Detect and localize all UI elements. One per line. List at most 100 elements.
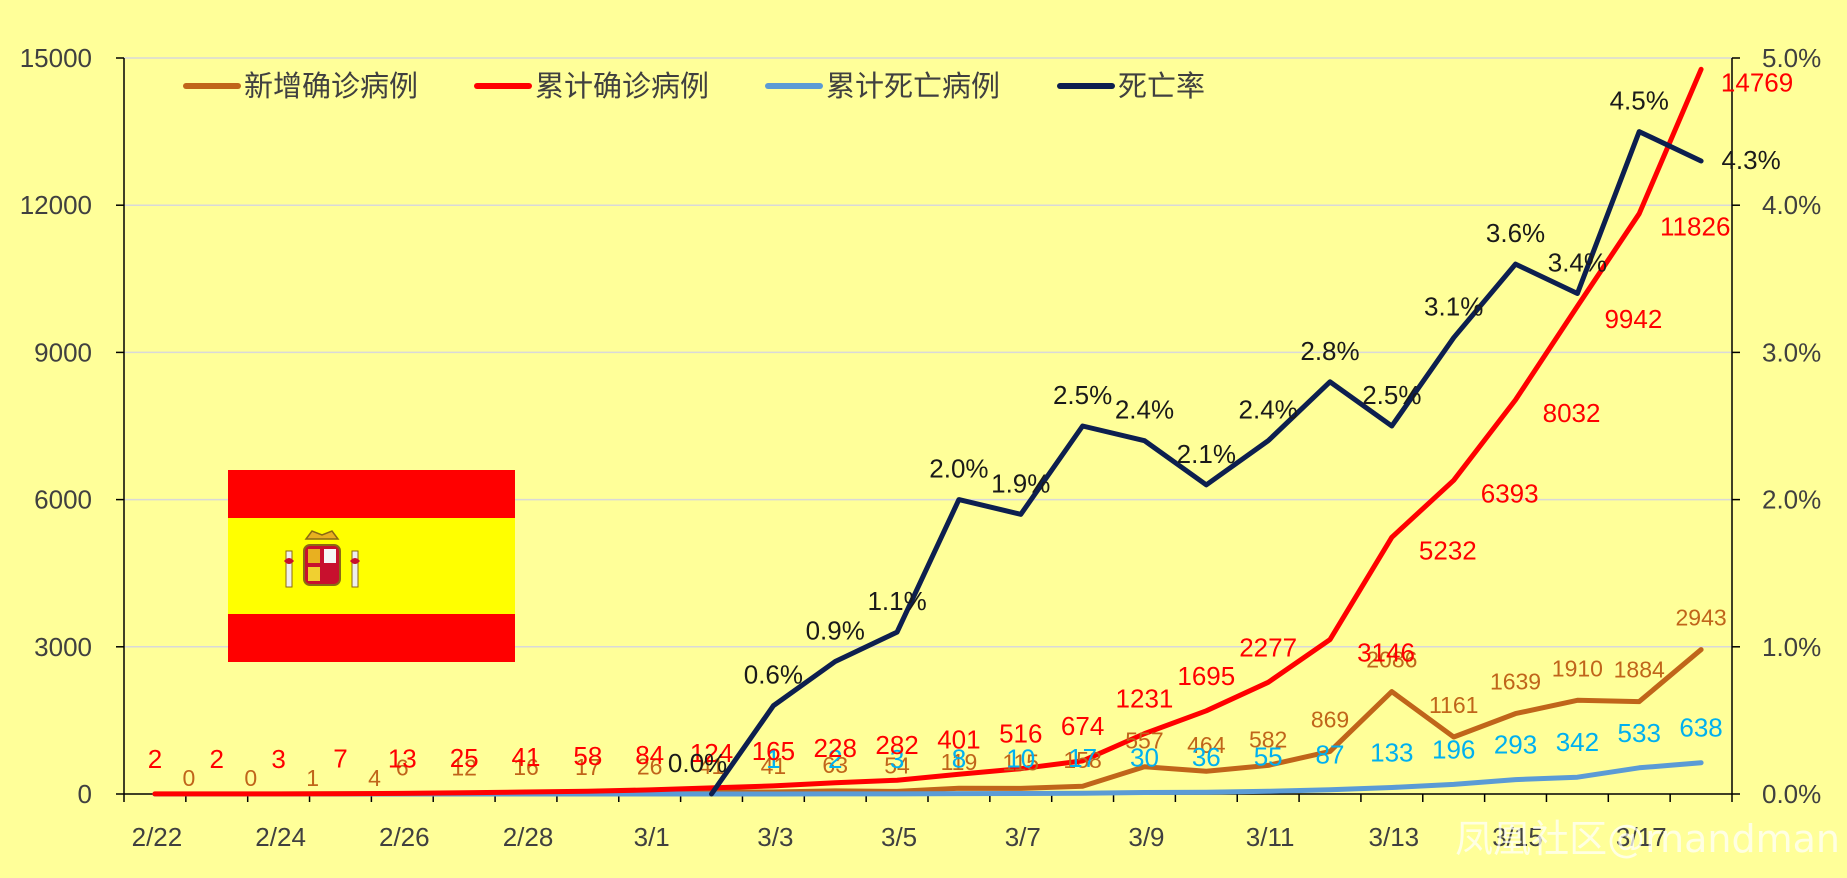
data-label: 84 [635,740,664,770]
data-label: 11826 [1660,212,1730,242]
data-label: 533 [1618,718,1661,748]
data-label: 3 [890,744,904,774]
data-label: 6393 [1481,478,1539,508]
data-label: 58 [573,741,602,771]
data-label: 2.4% [1115,395,1174,425]
x-tick-label: 3/15 [1492,822,1543,852]
data-label: 516 [999,719,1042,749]
data-label: 196 [1432,734,1475,764]
y-left-tick-label: 15000 [20,43,92,73]
data-label: 582 [1249,726,1287,752]
x-tick-label: 3/5 [881,822,917,852]
legend-label: 死亡率 [1118,69,1205,103]
data-label: 2 [148,744,162,774]
y-right-tick-label: 3.0% [1762,337,1821,367]
x-tick-label: 2/26 [379,822,430,852]
data-label: 9942 [1604,304,1662,334]
data-label: 0 [183,765,196,791]
data-label: 1161 [1429,692,1478,718]
y-left-tick-label: 3000 [34,632,92,662]
axes: 030006000900012000150000.0%1.0%2.0%3.0%4… [20,43,1822,852]
data-label: 36 [1192,742,1221,772]
y-right-tick-label: 4.0% [1762,190,1821,220]
x-tick-label: 3/1 [634,822,670,852]
data-label: 228 [814,733,857,763]
data-label: 63 [822,752,848,778]
data-label: 2.1% [1177,439,1236,469]
data-label: 4 [368,765,381,791]
data-label: 25 [450,743,479,773]
watermark-text: 凤凰社区@rnandman [1455,817,1840,861]
data-label: 293 [1494,730,1537,760]
data-label: 1910 [1552,655,1603,681]
data-label: 2277 [1239,632,1297,662]
data-label: 2.0% [929,454,988,484]
data-label: 158 [1063,747,1101,773]
data-label: 5232 [1419,535,1477,565]
y-right-tick-label: 0.0% [1762,779,1821,809]
data-label: 2.5% [1362,380,1421,410]
data-label: 119 [941,749,978,775]
legend-label: 新增确诊病例 [244,69,418,103]
y-right-tick-label: 2.0% [1762,485,1821,515]
data-label: 41 [512,742,541,772]
data-label: 17 [575,754,601,780]
data-label: 16 [513,754,539,780]
series-line-0 [152,647,1704,797]
data-label: 17 [1068,743,1097,773]
data-label: 10 [1006,744,1035,774]
data-label: 2.8% [1300,336,1359,366]
data-label: 41 [761,753,787,779]
data-label: 401 [937,724,980,754]
x-tick-label: 3/7 [1005,822,1041,852]
data-label: 0.9% [806,616,865,646]
data-label: 1884 [1614,657,1665,683]
data-label: 1 [306,765,319,791]
data-label: 55 [1254,741,1283,771]
legend: 新增确诊病例 累计确诊病例 累计死亡病例 死亡率 [183,69,1205,103]
legend-label: 累计确诊病例 [535,69,709,103]
spain-flag [228,470,515,662]
legend-label: 累计死亡病例 [826,69,1000,103]
x-tick-label: 2/24 [255,822,306,852]
data-label: 26 [637,754,663,780]
data-label: 14769 [1721,67,1793,97]
data-label: 4.5% [1610,86,1669,116]
data-label: 8032 [1543,398,1601,428]
data-label: 1695 [1177,661,1235,691]
data-label: 3.4% [1548,248,1607,278]
data-label: 1.9% [991,468,1050,498]
data-label: 7 [333,744,347,774]
data-label: 869 [1311,706,1349,732]
data-label: 3.1% [1424,292,1483,322]
y-right-tick-label: 1.0% [1762,632,1821,662]
data-label: 1 [766,744,780,774]
data-label: 41 [699,753,725,779]
data-label: 30 [1130,743,1159,773]
data-label: 638 [1679,713,1722,743]
data-label: 2.5% [1053,380,1112,410]
data-label: 2943 [1675,605,1726,631]
x-tick-label: 3/9 [1128,822,1164,852]
data-label: 0.0% [668,748,727,778]
y-right-tick-label: 5.0% [1762,43,1821,73]
data-label: 1639 [1490,669,1541,695]
x-tick-label: 2/22 [132,822,183,852]
x-tick-label: 3/13 [1369,822,1420,852]
data-label: 133 [1370,737,1413,767]
data-label: 2 [828,744,842,774]
x-tick-label: 3/17 [1616,822,1667,852]
series-line-1 [152,66,1704,797]
data-label: 115 [1002,749,1039,775]
data-label: 2 [210,744,224,774]
data-label: 6 [396,755,409,781]
y-left-tick-label: 0 [78,779,92,809]
data-label: 674 [1061,711,1104,741]
data-label: 464 [1187,732,1226,758]
data-label: 8 [952,744,966,774]
series-line-3 [709,129,1704,797]
data-label: 282 [875,730,918,760]
data-label: 165 [752,736,795,766]
